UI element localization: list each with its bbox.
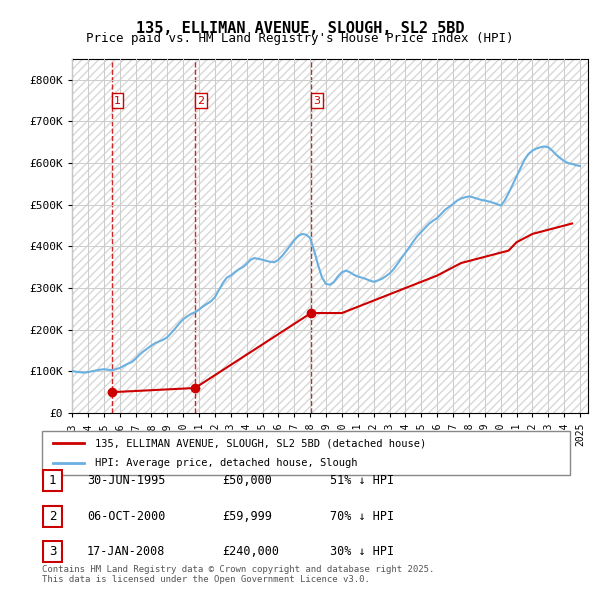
Text: 70% ↓ HPI: 70% ↓ HPI <box>330 510 394 523</box>
Text: 2: 2 <box>49 510 56 523</box>
Text: 1: 1 <box>114 96 121 106</box>
Text: 135, ELLIMAN AVENUE, SLOUGH, SL2 5BD (detached house): 135, ELLIMAN AVENUE, SLOUGH, SL2 5BD (de… <box>95 438 426 448</box>
Text: 30-JUN-1995: 30-JUN-1995 <box>87 474 166 487</box>
Text: 3: 3 <box>49 545 56 558</box>
FancyBboxPatch shape <box>43 506 62 527</box>
Text: 135, ELLIMAN AVENUE, SLOUGH, SL2 5BD: 135, ELLIMAN AVENUE, SLOUGH, SL2 5BD <box>136 21 464 35</box>
Text: HPI: Average price, detached house, Slough: HPI: Average price, detached house, Slou… <box>95 458 358 467</box>
Text: 51% ↓ HPI: 51% ↓ HPI <box>330 474 394 487</box>
Text: 06-OCT-2000: 06-OCT-2000 <box>87 510 166 523</box>
Text: 30% ↓ HPI: 30% ↓ HPI <box>330 545 394 558</box>
Text: 17-JAN-2008: 17-JAN-2008 <box>87 545 166 558</box>
Text: £240,000: £240,000 <box>222 545 279 558</box>
Text: Price paid vs. HM Land Registry's House Price Index (HPI): Price paid vs. HM Land Registry's House … <box>86 32 514 45</box>
FancyBboxPatch shape <box>43 470 62 491</box>
Text: 1: 1 <box>49 474 56 487</box>
FancyBboxPatch shape <box>42 431 570 475</box>
Text: £50,000: £50,000 <box>222 474 272 487</box>
Text: £59,999: £59,999 <box>222 510 272 523</box>
Text: Contains HM Land Registry data © Crown copyright and database right 2025.
This d: Contains HM Land Registry data © Crown c… <box>42 565 434 584</box>
Text: 3: 3 <box>313 96 320 106</box>
FancyBboxPatch shape <box>43 541 62 562</box>
Text: 2: 2 <box>197 96 205 106</box>
Bar <box>72 59 588 413</box>
